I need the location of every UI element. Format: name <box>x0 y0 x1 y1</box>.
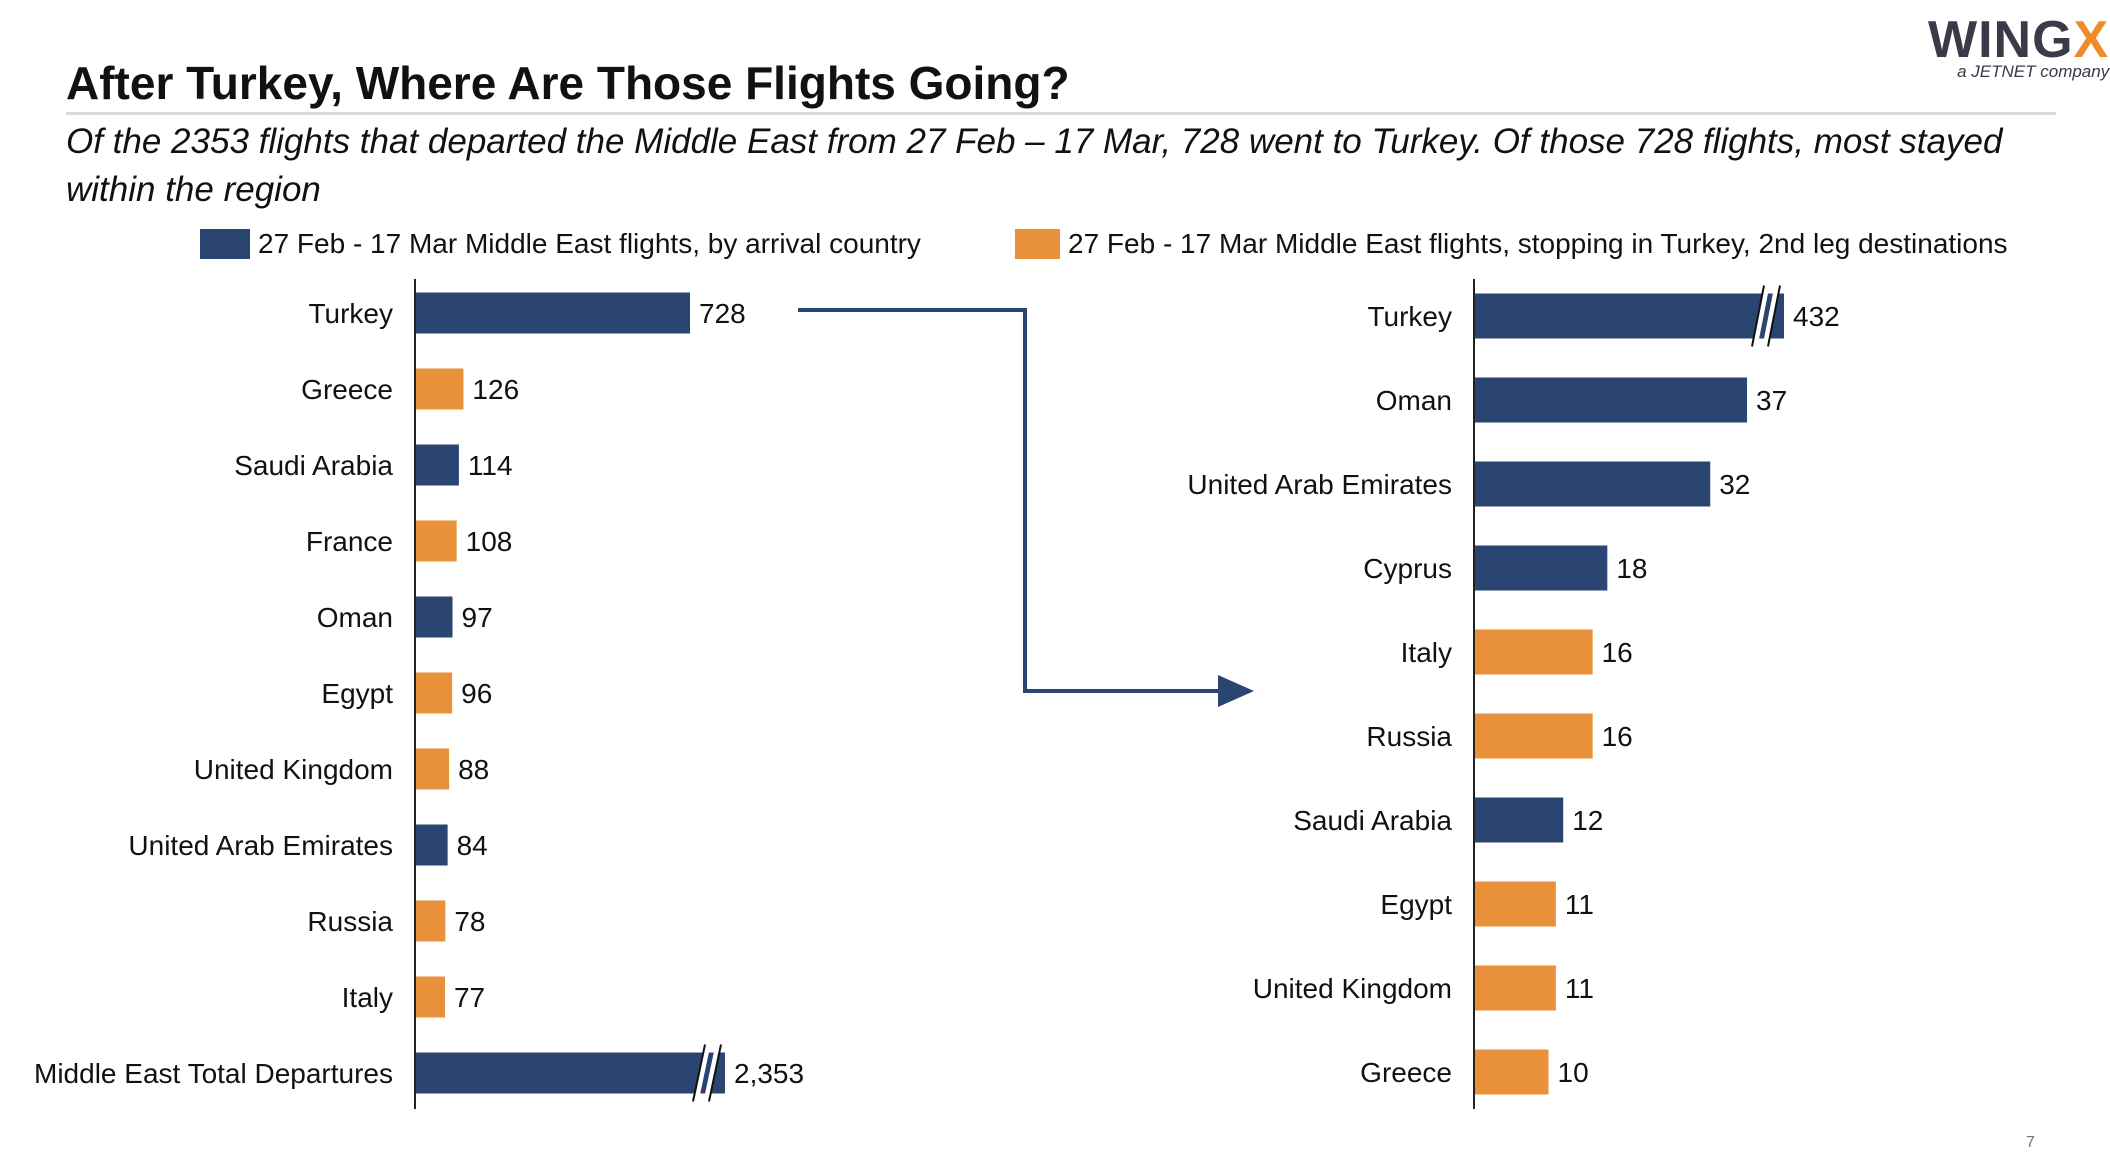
bar-greece <box>416 368 464 410</box>
bar-saudi-arabia <box>416 444 459 486</box>
bar-oman <box>416 596 453 638</box>
logo-tagline: a JETNET company <box>1957 62 2110 81</box>
bar-middle-east-total-departures <box>416 1052 725 1094</box>
category-label: United Arab Emirates <box>1187 469 1452 500</box>
data-label: 78 <box>454 906 485 937</box>
data-label: 16 <box>1602 721 1633 752</box>
category-label: Egypt <box>321 678 393 709</box>
category-label: Turkey <box>308 298 393 329</box>
bar-italy <box>1475 629 1593 675</box>
data-label: 126 <box>472 374 519 405</box>
bar-egypt <box>1475 881 1556 927</box>
category-label: Oman <box>1376 385 1452 416</box>
bar-united-kingdom <box>416 748 450 790</box>
axis-break-line <box>1751 285 1781 347</box>
category-label: United Kingdom <box>194 754 393 785</box>
data-label: 10 <box>1558 1057 1589 1088</box>
data-label: 432 <box>1793 301 1840 332</box>
bar-united-arab-emirates <box>1475 461 1711 507</box>
wingx-logo: WINGX a JETNET company <box>1928 14 2109 82</box>
legend-item-second-leg: 27 Feb - 17 Mar Middle East flights, sto… <box>1015 228 2008 260</box>
legend-label: 27 Feb - 17 Mar Middle East flights, by … <box>258 228 921 259</box>
category-label: Russia <box>1366 721 1452 752</box>
logo-accent: X <box>2073 11 2110 69</box>
data-label: 12 <box>1572 805 1603 836</box>
category-label: Greece <box>301 374 393 405</box>
bar-italy <box>416 976 445 1018</box>
bar-united-kingdom <box>1475 965 1556 1011</box>
data-label: 108 <box>466 526 513 557</box>
category-label: Turkey <box>1367 301 1452 332</box>
data-label: 77 <box>454 982 485 1013</box>
legend-swatch-orange <box>1015 229 1060 259</box>
data-label: 18 <box>1616 553 1647 584</box>
category-label: France <box>306 526 393 557</box>
bar-cyprus <box>1475 545 1608 591</box>
data-label: 37 <box>1756 385 1787 416</box>
legend-swatch-blue <box>200 229 250 259</box>
category-label: United Arab Emirates <box>128 830 393 861</box>
data-label: 114 <box>468 450 513 481</box>
category-label: Oman <box>317 602 393 633</box>
logo-main: WING <box>1928 11 2074 69</box>
category-label: Saudi Arabia <box>1293 805 1452 836</box>
data-label: 97 <box>462 602 493 633</box>
data-label: 84 <box>457 830 488 861</box>
axis-break-line <box>692 1044 722 1102</box>
data-label: 11 <box>1565 889 1594 920</box>
title-divider <box>66 112 2056 115</box>
page-title: After Turkey, Where Are Those Flights Go… <box>66 57 1070 109</box>
axis-break-mark <box>1752 285 1780 347</box>
bar-oman <box>1475 377 1747 423</box>
bar-russia <box>1475 713 1593 759</box>
bar-turkey <box>1475 293 1784 339</box>
bar-russia <box>416 900 446 942</box>
subtitle: Of the 2353 flights that departed the Mi… <box>66 122 2003 209</box>
category-label: Cyprus <box>1363 553 1452 584</box>
category-label: Middle East Total Departures <box>34 1058 393 1089</box>
category-label: Italy <box>1401 637 1452 668</box>
bar-egypt <box>416 672 453 714</box>
bar-france <box>416 520 457 562</box>
category-label: Greece <box>1360 1057 1452 1088</box>
data-label: 2,353 <box>734 1058 804 1089</box>
data-label: 11 <box>1565 973 1594 1004</box>
bar-greece <box>1475 1049 1549 1095</box>
data-label: 96 <box>461 678 492 709</box>
bar-saudi-arabia <box>1475 797 1564 843</box>
category-label: Egypt <box>1380 889 1452 920</box>
category-label: Russia <box>307 906 393 937</box>
page-number: 7 <box>2026 1134 2035 1151</box>
legend-label: 27 Feb - 17 Mar Middle East flights, sto… <box>1068 228 2008 259</box>
bar-united-arab-emirates <box>416 824 448 866</box>
legend-item-arrival: 27 Feb - 17 Mar Middle East flights, by … <box>200 228 921 260</box>
data-label: 88 <box>458 754 489 785</box>
category-label: United Kingdom <box>1253 973 1452 1004</box>
data-label: 728 <box>699 298 746 329</box>
axis-break-mark <box>693 1043 721 1103</box>
connector-arrow <box>798 308 1254 707</box>
data-label: 32 <box>1719 469 1750 500</box>
category-label: Italy <box>342 982 393 1013</box>
bar-turkey <box>416 292 690 334</box>
category-label: Saudi Arabia <box>234 450 393 481</box>
data-label: 16 <box>1602 637 1633 668</box>
